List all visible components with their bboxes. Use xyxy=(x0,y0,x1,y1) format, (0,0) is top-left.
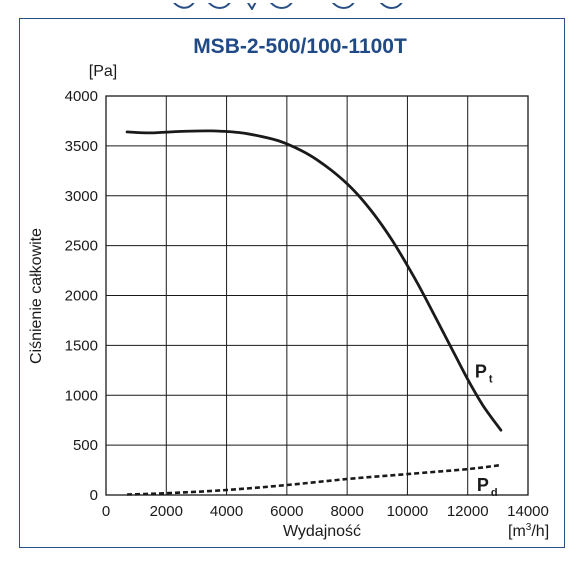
y-tick-label: 1500 xyxy=(65,337,98,354)
x-tick-label: 14000 xyxy=(507,503,549,520)
x-axis-unit: [m3/h] xyxy=(508,522,549,540)
y-tick-label: 2500 xyxy=(65,238,98,255)
y-tick-label: 3500 xyxy=(65,138,98,155)
y-tick-label: 3000 xyxy=(65,188,98,205)
x-tick-label: 2000 xyxy=(150,503,183,520)
y-axis-unit: [Pa] xyxy=(89,63,117,80)
y-tick-label: 4000 xyxy=(65,88,98,105)
x-tick-label: 10000 xyxy=(387,503,429,520)
x-unit-base: [m xyxy=(508,523,526,540)
x-tick-label: 8000 xyxy=(330,503,363,520)
series-label-subscript: d xyxy=(491,487,498,499)
cropped-header-fragment xyxy=(170,0,405,10)
x-tick-label: 6000 xyxy=(270,503,303,520)
series-label-subscript: t xyxy=(489,373,493,385)
x-unit-superscript: 3 xyxy=(526,522,532,533)
x-axis-label: Wydajność xyxy=(283,523,361,540)
plot-border xyxy=(105,95,529,496)
y-tick-labels: 0 500 1000 1500 2000 2500 3000 3500 4000 xyxy=(65,88,98,504)
y-axis-label: Ciśnienie całkowite xyxy=(28,228,45,364)
x-unit-tail: /h] xyxy=(531,523,549,540)
cropped-header-text xyxy=(0,0,586,10)
series-line-pd xyxy=(127,463,502,496)
y-tick-label: 0 xyxy=(90,487,98,504)
y-tick-label: 1000 xyxy=(65,387,98,404)
grid xyxy=(105,95,529,496)
y-tick-label: 2000 xyxy=(65,288,98,305)
x-tick-labels: 0 2000 4000 6000 8000 10000 12000 14000 xyxy=(102,503,549,520)
y-tick-label: 500 xyxy=(73,437,98,454)
series-line-pt xyxy=(125,129,503,432)
x-tick-label: 0 xyxy=(102,503,110,520)
chart-title: MSB-2-500/100-1100T xyxy=(193,35,407,58)
series-label-main: P xyxy=(475,361,487,381)
curves xyxy=(125,129,503,496)
series-label-main: P xyxy=(477,475,489,495)
x-tick-label: 12000 xyxy=(447,503,489,520)
x-tick-label: 4000 xyxy=(210,503,243,520)
chart-frame xyxy=(19,18,565,548)
